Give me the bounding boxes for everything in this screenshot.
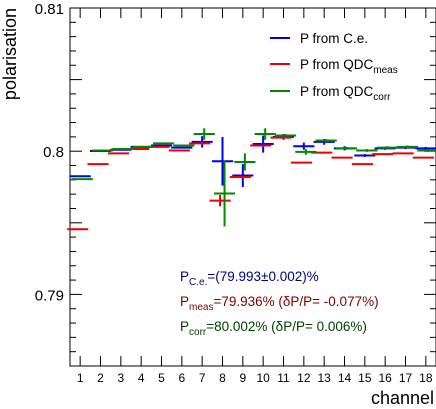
annotation-corr: Pcorr=80.002% (δP/P= 0.006%) (180, 319, 367, 338)
x-tick-label: 4 (138, 371, 145, 385)
annotation-meas: Pmeas=79.936% (δP/P= -0.077%) (180, 294, 379, 313)
y-tick-label: 0.79 (35, 287, 64, 304)
x-tick-label: 11 (277, 371, 290, 385)
x-axis-title: channel (371, 388, 434, 408)
y-tick-label: 0.81 (35, 1, 64, 18)
x-tick-label: 8 (219, 371, 226, 385)
x-tick-label: 9 (239, 371, 246, 385)
x-tick-label: 7 (199, 371, 206, 385)
legend-label-meas: P from QDCmeas (300, 57, 398, 76)
x-tick-labels: 1 2 3 4 5 6 7 8 9 10 11 12 13 14 15 16 17 18 (77, 371, 433, 385)
x-tick-label: 18 (419, 371, 433, 385)
x-tick-label: 5 (158, 371, 165, 385)
x-tick-label: 3 (117, 371, 124, 385)
x-tick-label: 2 (97, 371, 104, 385)
x-tick-label: 14 (338, 371, 352, 385)
plot-frame (69, 7, 436, 367)
x-tick-label: 10 (256, 371, 270, 385)
y-tick-label: 0.8 (43, 144, 64, 161)
series-2 (71, 128, 436, 227)
x-tick-label: 16 (378, 371, 392, 385)
series-1 (67, 136, 434, 231)
series-0 (69, 134, 436, 187)
legend-label-corr: P from QDCcorr (300, 84, 391, 103)
x-tick-label: 17 (399, 371, 413, 385)
y-axis-title: polarisation (0, 8, 20, 100)
x-tick-label: 13 (317, 371, 331, 385)
x-tick-label: 12 (297, 371, 311, 385)
annotation-ce: PC.e.=(79.993±0.002)% (180, 269, 319, 288)
legend: P from C.e. P from QDCmeas P from QDCcor… (270, 31, 398, 103)
axis-ticks (70, 7, 436, 367)
legend-label-ce: P from C.e. (300, 31, 368, 46)
x-tick-label: 1 (77, 371, 84, 385)
data-series (67, 128, 436, 231)
annotations: PC.e.=(79.993±0.002)% Pmeas=79.936% (δP/… (180, 269, 379, 338)
x-tick-label: 15 (358, 371, 372, 385)
y-tick-labels: 0.79 0.8 0.81 (35, 1, 64, 304)
x-tick-label: 6 (178, 371, 185, 385)
